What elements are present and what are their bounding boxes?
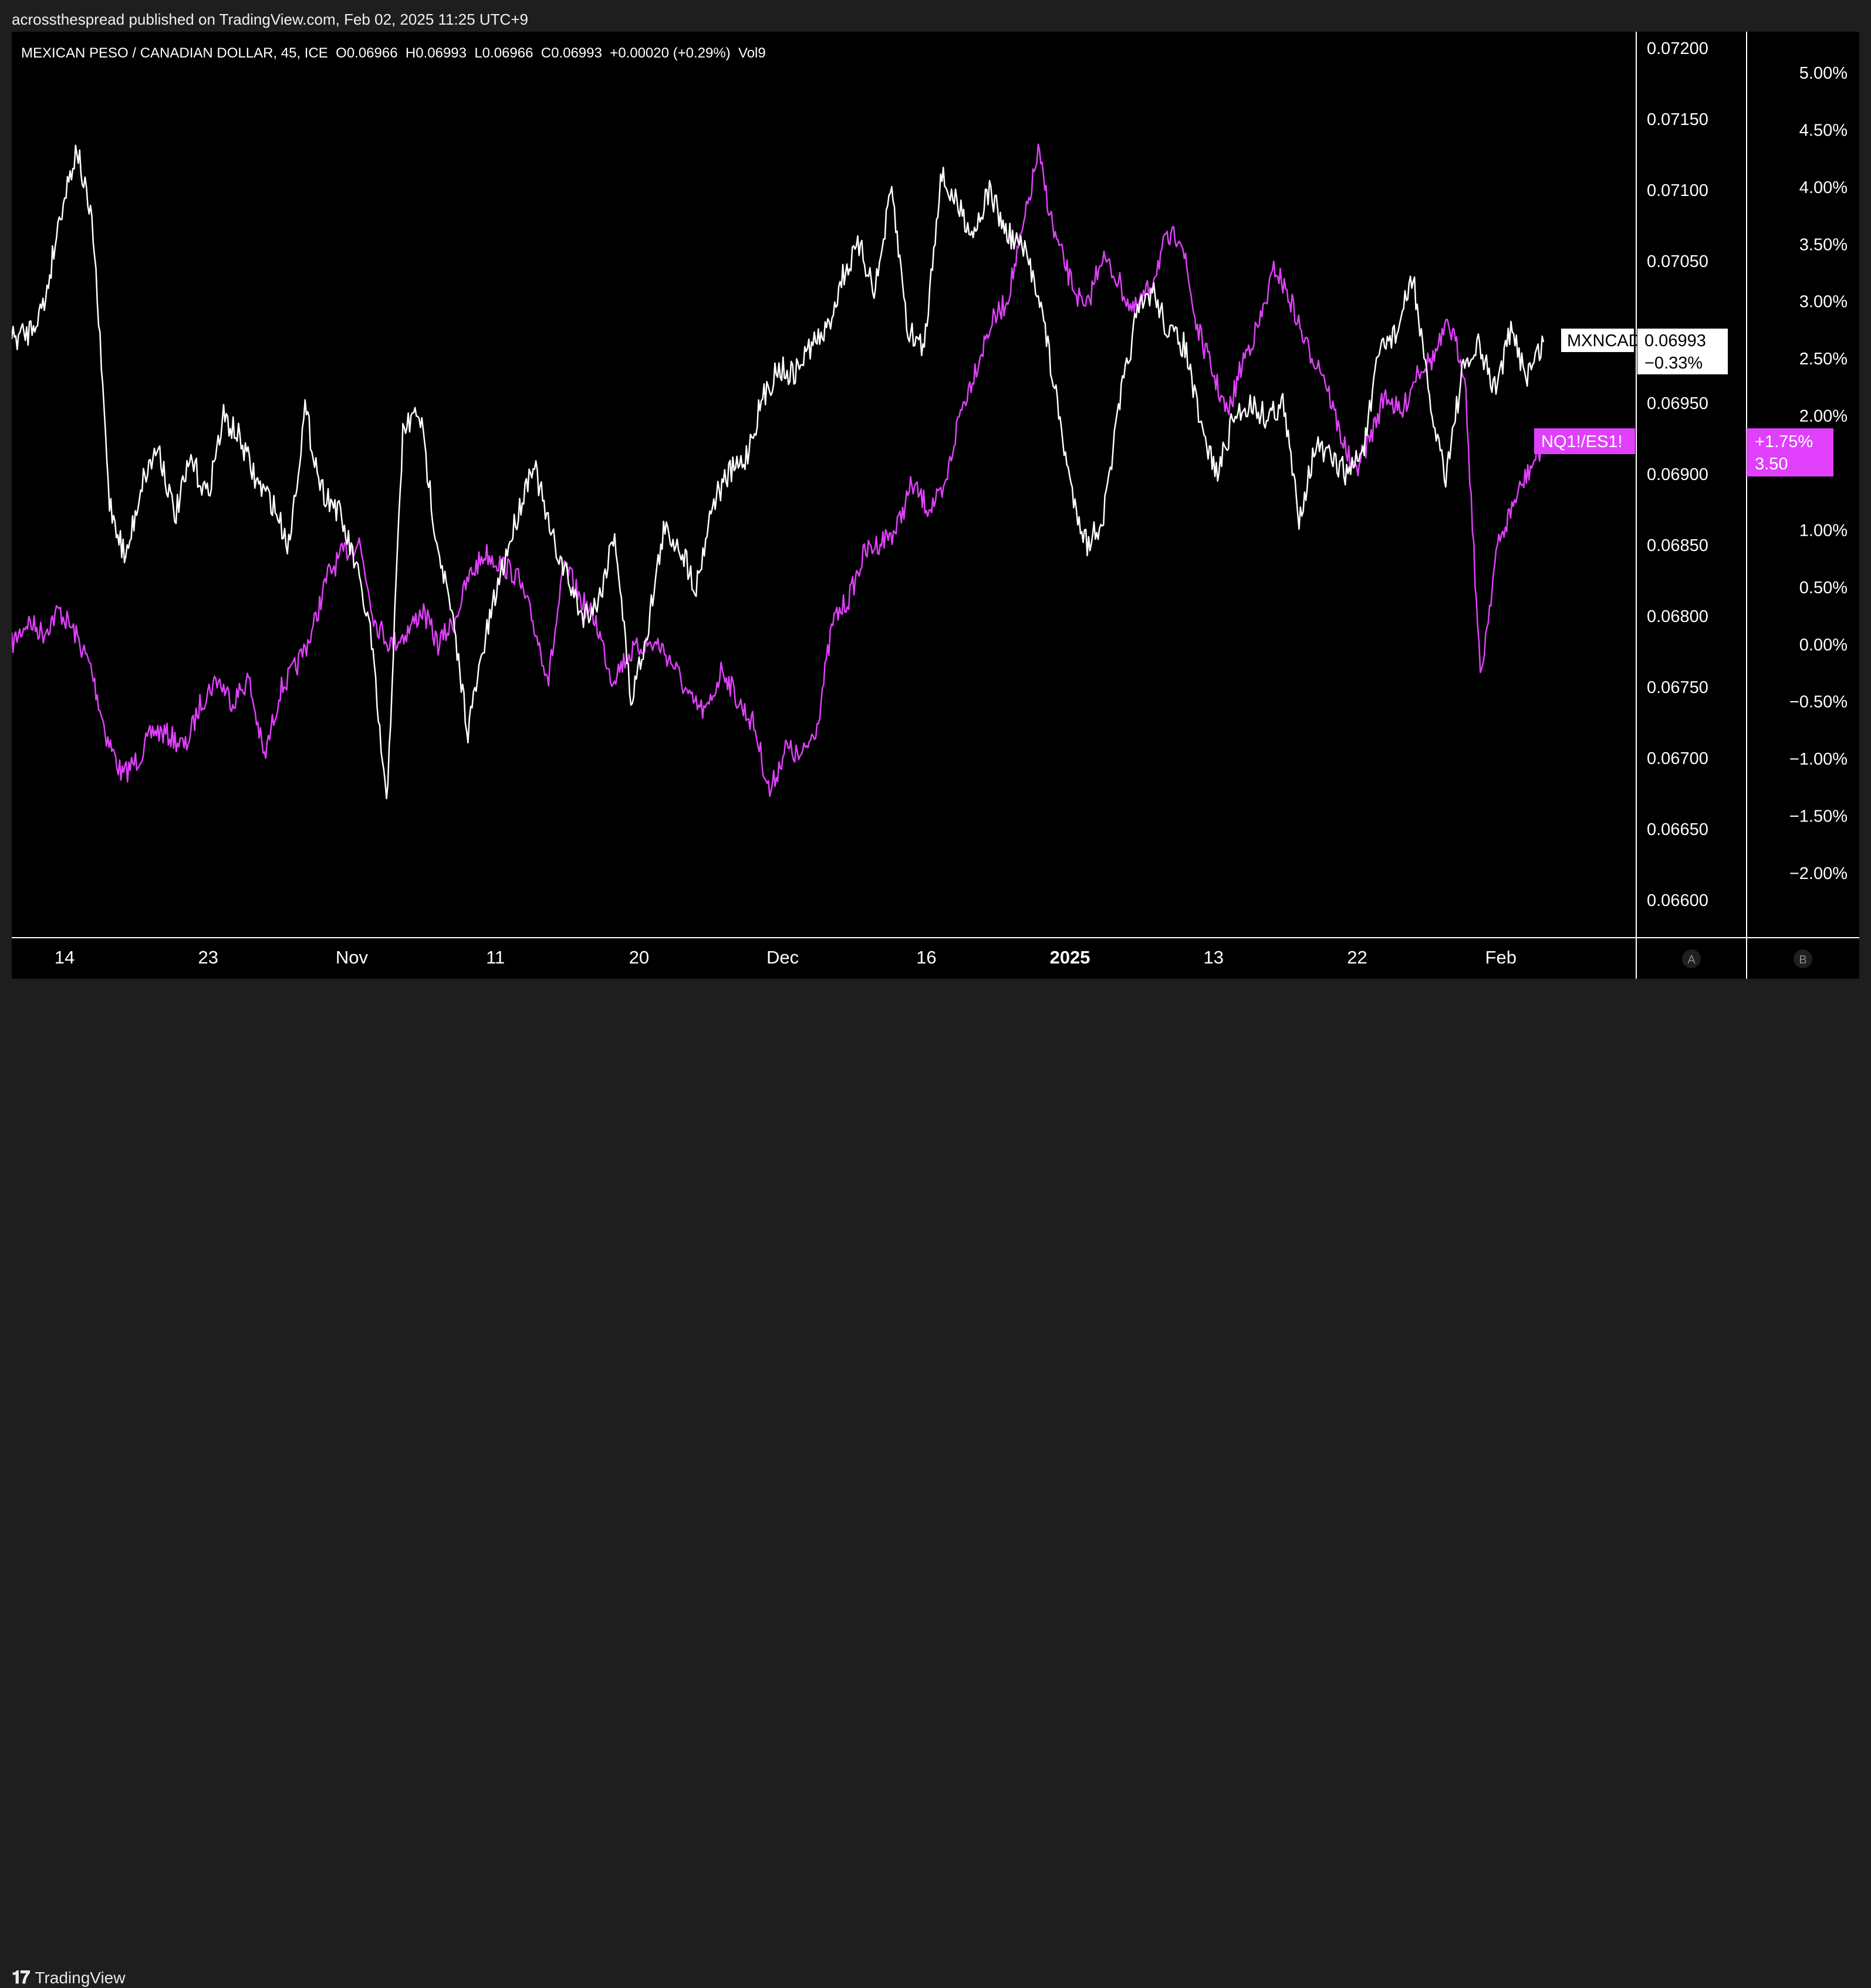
price-tick-label: 0.07150 xyxy=(1647,110,1708,129)
tradingview-logo[interactable]: 𝟏𝟕 TradingView xyxy=(12,1968,125,1988)
percent-tick-label: 0.50% xyxy=(1799,579,1848,597)
price-tick-label: 0.06900 xyxy=(1647,465,1708,484)
time-tick-label: 2025 xyxy=(1050,947,1090,968)
percent-tick-label: −1.50% xyxy=(1789,807,1848,826)
percent-tick-label: 4.50% xyxy=(1799,121,1848,140)
time-tick-label: 23 xyxy=(198,947,218,968)
a-button-label: A xyxy=(1687,954,1696,966)
time-tick-label: 22 xyxy=(1347,947,1367,968)
price-tick-label: 0.06800 xyxy=(1647,607,1708,626)
price-tick-label: 0.07050 xyxy=(1647,252,1708,271)
price-scale-a-button[interactable]: A xyxy=(1682,949,1701,968)
chart-svg[interactable]: 0.07200 0.07150 0.07100 0.07050 0.06950 0.069… xyxy=(11,32,1859,979)
percent-tick-label: 2.50% xyxy=(1799,350,1848,368)
price-tick-label: 0.06750 xyxy=(1647,678,1708,697)
symbol-legend[interactable]: MEXICAN PESO / CANADIAN DOLLAR, 45, ICE … xyxy=(21,45,766,61)
price-tick-label: 0.06700 xyxy=(1647,749,1708,768)
mxncad-series-name: MXNCAD xyxy=(1567,332,1641,350)
percent-tick-label: 5.00% xyxy=(1799,64,1848,83)
price-tick-label: 0.07200 xyxy=(1647,39,1708,58)
tradingview-logo-icon: 𝟏𝟕 xyxy=(12,1968,30,1987)
percent-tick-label: 2.00% xyxy=(1799,407,1848,426)
time-tick-label: 11 xyxy=(486,947,505,968)
time-axis[interactable]: 14 23 Nov 11 20 Dec 16 2025 13 22 Feb xyxy=(55,947,1517,968)
series-layer xyxy=(11,143,1545,800)
percent-tick-label: 3.00% xyxy=(1799,293,1848,312)
series-line-mxncad xyxy=(11,144,1545,800)
price-tick-label: 0.07100 xyxy=(1647,181,1708,200)
price-tick-label: 0.06850 xyxy=(1647,536,1708,555)
price-axis[interactable]: 0.07200 0.07150 0.07100 0.07050 0.06950 0.069… xyxy=(1647,39,1708,910)
time-tick-label: Nov xyxy=(336,947,369,968)
mxncad-last-change: −0.33% xyxy=(1644,354,1703,373)
time-tick-label: Dec xyxy=(766,947,799,968)
percent-tick-label: −0.50% xyxy=(1789,693,1848,712)
footer: 𝟏𝟕 TradingView xyxy=(0,979,1871,1987)
price-tick-label: 0.06650 xyxy=(1647,820,1708,839)
nq-es-last-value: +1.75% xyxy=(1755,432,1813,451)
price-tick-label: 0.06950 xyxy=(1647,394,1708,413)
percent-tick-label: −2.00% xyxy=(1789,864,1848,883)
mxncad-price-label: MXNCAD 0.06993 −0.33% xyxy=(1561,329,1728,374)
b-button-label: B xyxy=(1799,954,1806,966)
tradingview-logo-text: TradingView xyxy=(35,1969,126,1987)
time-tick-label: 14 xyxy=(55,947,75,968)
nq-es-labels: NQ1!/ES1! +1.75% 3.50 xyxy=(1534,428,1833,476)
published-info: acrossthespread published on TradingView… xyxy=(12,11,528,28)
price-tick-label: 0.06600 xyxy=(1647,891,1708,910)
series-line-nq1-es1- xyxy=(11,143,1545,797)
publication-header: acrossthespread published on TradingView… xyxy=(0,0,1871,32)
mxncad-last-value: 0.06993 xyxy=(1644,332,1706,350)
percent-tick-label: 0.00% xyxy=(1799,635,1848,654)
time-tick-label: Feb xyxy=(1485,947,1517,968)
nq-es-series-name: NQ1!/ES1! xyxy=(1541,432,1623,451)
percent-tick-label: 4.00% xyxy=(1799,178,1848,197)
nq-es-last-change: 3.50 xyxy=(1755,455,1788,474)
percent-tick-label: −1.00% xyxy=(1789,750,1848,769)
time-tick-label: 16 xyxy=(916,947,936,968)
percent-axis[interactable]: 5.00% 4.50% 4.00% 3.50% 3.00% 2.50% 2.00% 1.00%… xyxy=(1789,64,1848,883)
time-tick-label: 13 xyxy=(1204,947,1224,968)
chart-pane[interactable]: 0.07200 0.07150 0.07100 0.07050 0.06950 0.069… xyxy=(11,32,1859,979)
percent-tick-label: 3.50% xyxy=(1799,235,1848,254)
time-tick-label: 20 xyxy=(629,947,649,968)
price-scale-b-button[interactable]: B xyxy=(1794,949,1812,968)
percent-tick-label: 1.00% xyxy=(1799,521,1848,540)
